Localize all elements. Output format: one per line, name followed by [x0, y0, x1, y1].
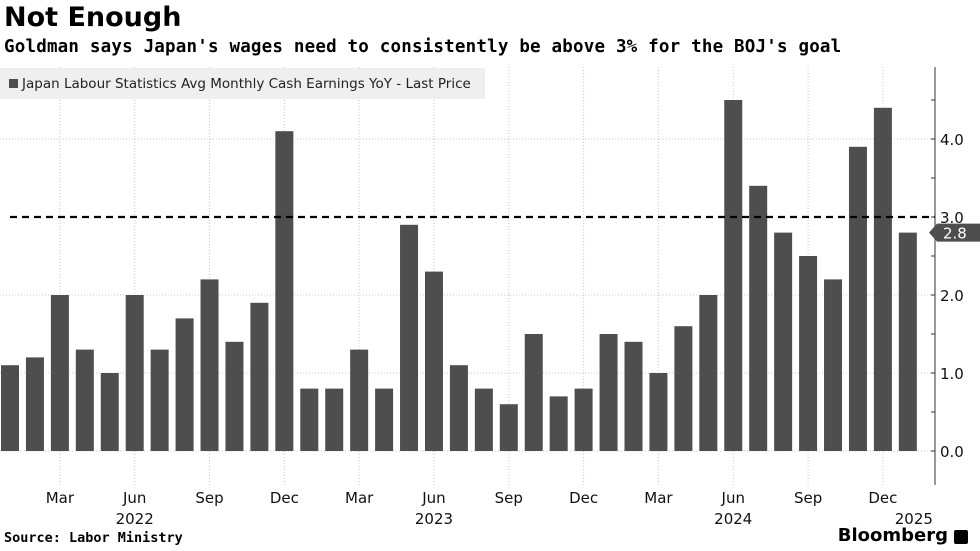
bar	[499, 404, 518, 451]
x-year-label: 2023	[415, 510, 453, 528]
bar	[300, 388, 319, 451]
bar	[799, 256, 818, 451]
bar	[898, 232, 917, 451]
bar	[674, 326, 693, 451]
x-tick-label: Mar	[644, 489, 673, 507]
bar	[50, 295, 69, 451]
x-tick-label: Sep	[195, 489, 223, 507]
bar	[275, 131, 294, 451]
bar	[749, 185, 768, 452]
y-tick-label: 4.0	[940, 131, 964, 149]
bar	[699, 295, 718, 451]
bar	[325, 388, 344, 451]
y-tick-label: 1.0	[940, 365, 964, 383]
bloomberg-chart-icon	[954, 530, 968, 544]
y-tick-label: 3.0	[940, 209, 964, 227]
bar	[1, 365, 19, 451]
bar	[549, 396, 568, 451]
bar	[400, 224, 419, 451]
source-note: Source: Labor Ministry	[4, 530, 183, 546]
bar	[724, 100, 743, 451]
last-value-tag	[929, 223, 980, 242]
bar	[649, 373, 668, 451]
x-tick-label: Mar	[345, 489, 374, 507]
x-tick-label: Sep	[794, 489, 822, 507]
bar	[375, 388, 394, 451]
chart-subtitle: Goldman says Japan's wages need to consi…	[4, 37, 842, 57]
bar	[75, 349, 94, 451]
bar	[350, 349, 369, 451]
bar	[250, 302, 269, 451]
bar	[474, 388, 493, 451]
y-tick-label: 0.0	[940, 443, 964, 461]
x-tick-label: Dec	[569, 489, 598, 507]
bar	[574, 388, 593, 451]
chart-title: Not Enough	[4, 2, 182, 33]
legend: Japan Labour Statistics Avg Monthly Cash…	[0, 68, 485, 99]
bar	[25, 357, 44, 451]
x-tick-label: Dec	[868, 489, 897, 507]
bar	[873, 107, 892, 452]
last-value-label: 2.8	[943, 225, 967, 243]
bar	[225, 341, 244, 451]
x-year-label: 2022	[116, 510, 154, 528]
x-year-label: 2024	[714, 510, 752, 528]
bar	[774, 232, 793, 451]
x-tick-label: Jun	[122, 489, 146, 507]
bar	[599, 334, 618, 451]
y-tick-label: 2.0	[940, 287, 964, 305]
bar	[624, 341, 643, 451]
x-tick-label: Mar	[46, 489, 75, 507]
x-year-label: 2025	[895, 510, 933, 528]
bar	[449, 365, 468, 451]
bar	[150, 349, 169, 451]
bar	[824, 279, 843, 451]
legend-swatch	[9, 79, 18, 88]
x-tick-label: Dec	[270, 489, 299, 507]
bar	[125, 295, 144, 451]
bar	[175, 318, 194, 451]
bar	[424, 271, 443, 451]
bar	[200, 279, 219, 451]
x-tick-label: Sep	[495, 489, 523, 507]
bar	[848, 146, 867, 452]
x-tick-label: Jun	[421, 489, 445, 507]
bloomberg-logo: Bloomberg	[837, 525, 948, 546]
bar	[524, 334, 543, 451]
x-tick-label: Jun	[721, 489, 745, 507]
bar	[100, 373, 119, 451]
legend-label: Japan Labour Statistics Avg Monthly Cash…	[22, 75, 471, 92]
